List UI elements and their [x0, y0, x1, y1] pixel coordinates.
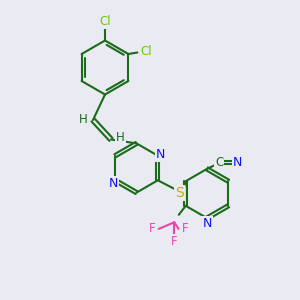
Text: C: C [215, 156, 223, 169]
Text: N: N [155, 148, 165, 161]
Text: N: N [109, 177, 118, 190]
Text: S: S [175, 186, 184, 200]
Text: Cl: Cl [99, 15, 111, 28]
Text: H: H [79, 113, 88, 126]
Text: Cl: Cl [140, 45, 152, 58]
Text: N: N [202, 217, 212, 230]
Text: F: F [182, 222, 188, 236]
Text: F: F [171, 235, 178, 248]
Text: F: F [149, 222, 155, 236]
Text: N: N [233, 156, 242, 169]
Text: H: H [116, 130, 125, 144]
